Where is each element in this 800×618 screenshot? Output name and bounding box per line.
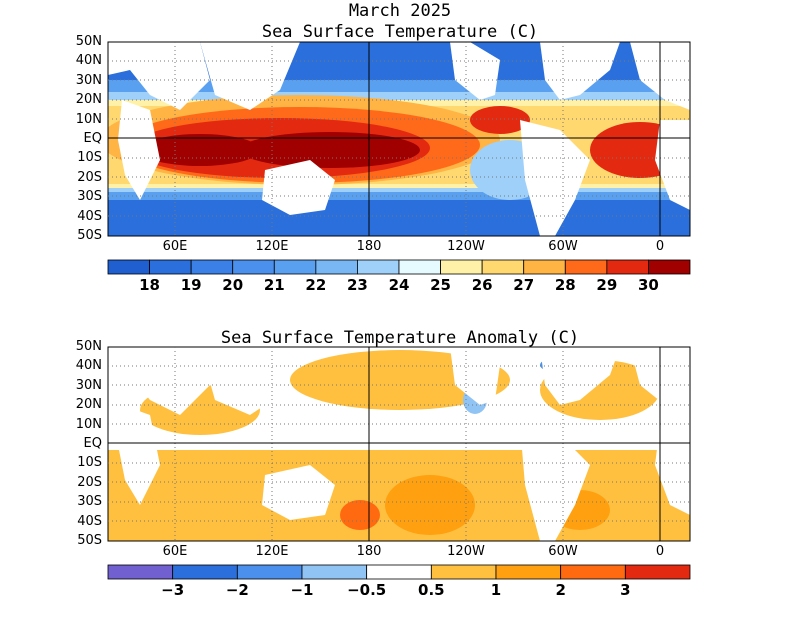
colorbar-swatch <box>430 564 497 580</box>
colorbar-swatch <box>398 259 441 275</box>
colorbar-swatch <box>440 259 483 275</box>
colorbar-label: −0.5 <box>347 581 387 599</box>
anomaly-field <box>108 347 690 541</box>
lat-label: 50N <box>75 34 102 49</box>
colorbar-swatch <box>523 259 566 275</box>
lat-label: 10N <box>75 111 102 127</box>
lon-label: 0 <box>655 544 665 559</box>
colorbar-label: 22 <box>305 276 327 294</box>
lat-label: 10S <box>77 455 102 471</box>
lat-label: 10N <box>75 416 102 432</box>
colorbar-label: 27 <box>513 276 535 294</box>
lat-label: 10S <box>77 150 102 166</box>
lat-label: 50N <box>75 339 102 354</box>
colorbar-label: 26 <box>471 276 493 294</box>
colorbar-swatch <box>315 259 358 275</box>
lon-label: 60W <box>548 239 578 254</box>
lon-label: 180 <box>356 544 382 559</box>
colorbar-swatch <box>357 259 400 275</box>
lat-label: EQ <box>83 436 102 451</box>
colorbar-swatch <box>107 259 150 275</box>
colorbar-label: −2 <box>225 581 249 599</box>
colorbar-label: 25 <box>430 276 451 294</box>
colorbar-label: 29 <box>596 276 618 294</box>
lon-label: 60E <box>162 239 188 254</box>
colorbar-label: 0.5 <box>418 581 445 599</box>
month-title: March 2025 <box>348 1 452 21</box>
lat-label: 20N <box>75 92 102 108</box>
colorbar-swatch <box>172 564 238 580</box>
colorbar-swatch <box>190 259 234 275</box>
colorbar-swatch <box>560 564 626 580</box>
lat-label: 30N <box>75 72 102 88</box>
lat-label: 20S <box>77 169 102 185</box>
lat-label: 40N <box>75 53 102 69</box>
colorbar-swatch <box>366 564 432 580</box>
colorbar-swatch <box>648 259 691 275</box>
lat-label: 40S <box>77 208 102 224</box>
lon-label: 60W <box>548 544 578 559</box>
lon-label: 120E <box>255 239 289 254</box>
colorbar-label: 21 <box>263 276 285 294</box>
lat-label: 20S <box>77 474 102 490</box>
lat-label: EQ <box>83 131 102 146</box>
lon-label: 120W <box>447 239 485 254</box>
lat-label: 30N <box>75 377 102 393</box>
lon-label: 60E <box>162 544 188 559</box>
colorbar-swatch <box>107 564 174 580</box>
colorbar-label: 3 <box>620 581 631 599</box>
colorbar-label: −3 <box>161 581 185 599</box>
lon-label: 180 <box>356 239 382 254</box>
sst-colorbar <box>107 259 691 275</box>
lat-label: 30S <box>77 189 102 205</box>
lon-label: 120E <box>255 544 289 559</box>
colorbar-swatch <box>606 259 649 275</box>
colorbar-swatch <box>481 259 525 275</box>
lat-label: 50S <box>77 228 102 243</box>
colorbar-label: 28 <box>554 276 576 294</box>
colorbar-label: 2 <box>555 581 566 599</box>
colorbar-label: 18 <box>139 276 160 294</box>
colorbar-label: 19 <box>180 276 202 294</box>
colorbar-label: 20 <box>222 276 244 294</box>
colorbar-label: −1 <box>290 581 314 599</box>
sst-field <box>108 42 690 236</box>
colorbar-swatch <box>236 564 303 580</box>
colorbar-label: 24 <box>388 276 410 294</box>
lon-label: 120W <box>447 544 485 559</box>
colorbar-swatch <box>624 564 691 580</box>
lat-label: 40S <box>77 513 102 529</box>
sst-panel-title: Sea Surface Temperature (C) <box>261 22 539 42</box>
lon-label: 0 <box>655 239 665 254</box>
lat-label: 20N <box>75 397 102 413</box>
anomaly-panel-title: Sea Surface Temperature Anomaly (C) <box>220 328 580 348</box>
colorbar-swatch <box>301 564 368 580</box>
colorbar-swatch <box>495 564 562 580</box>
lat-label: 30S <box>77 494 102 510</box>
anomaly-colorbar <box>107 564 691 580</box>
colorbar-label: 30 <box>637 276 659 294</box>
colorbar-swatch <box>273 259 317 275</box>
colorbar-swatch <box>149 259 192 275</box>
colorbar-swatch <box>232 259 275 275</box>
lat-label: 40N <box>75 358 102 374</box>
colorbar-label: 1 <box>490 581 502 599</box>
lat-label: 50S <box>77 533 102 548</box>
colorbar-label: 23 <box>346 276 368 294</box>
colorbar-swatch <box>564 259 608 275</box>
